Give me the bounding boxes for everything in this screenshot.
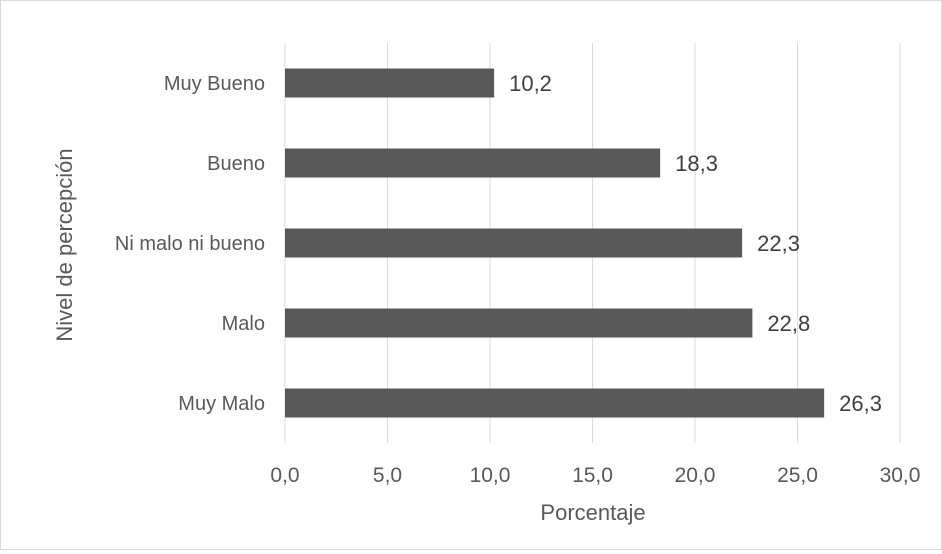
category-label: Malo xyxy=(222,313,265,335)
category-label: Bueno xyxy=(207,153,265,175)
bar xyxy=(285,228,743,258)
value-label: 22,3 xyxy=(757,231,800,256)
x-tick-label: 15,0 xyxy=(572,464,613,487)
value-label: 18,3 xyxy=(675,151,718,176)
bar xyxy=(285,148,661,178)
category-labels: Muy Bueno Bueno Ni malo ni bueno Malo Muy Ma… xyxy=(115,73,265,415)
category-label: Muy Bueno xyxy=(164,73,265,95)
x-tick-label: 5,0 xyxy=(373,464,402,487)
x-tick-label: 30,0 xyxy=(880,464,921,487)
category-label: Muy Malo xyxy=(178,393,265,415)
value-labels: 10,2 18,3 22,3 22,8 26,3 xyxy=(509,71,882,416)
value-label: 22,8 xyxy=(767,311,810,336)
value-label: 26,3 xyxy=(839,391,882,416)
x-tick-label: 20,0 xyxy=(675,464,716,487)
bar xyxy=(285,308,753,338)
x-tick-label: 10,0 xyxy=(470,464,511,487)
x-tick-label: 25,0 xyxy=(777,464,818,487)
category-label: Ni malo ni bueno xyxy=(115,233,265,255)
x-tick-label: 0,0 xyxy=(270,464,299,487)
x-axis-title: Porcentaje xyxy=(540,500,645,525)
y-axis-title: Nivel de percepción xyxy=(52,148,77,341)
x-tick-labels: 0,0 5,0 10,0 15,0 20,0 25,0 30,0 xyxy=(270,464,920,487)
bar xyxy=(285,68,495,98)
bar xyxy=(285,388,825,418)
value-label: 10,2 xyxy=(509,71,552,96)
bars xyxy=(285,68,825,418)
